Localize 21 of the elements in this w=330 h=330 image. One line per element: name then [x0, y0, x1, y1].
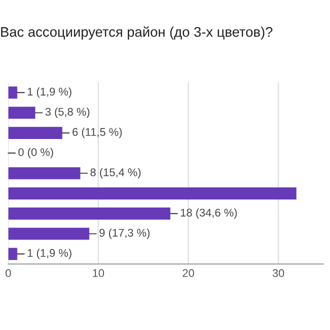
bar: [8, 187, 296, 200]
data-label: 0 (0 %): [18, 148, 54, 158]
x-tick-label: 0: [6, 269, 11, 278]
data-label: 1 (1,9 %): [28, 87, 72, 98]
chart-title: Вас ассоциируется район (до 3-х цветов)?: [1, 26, 272, 40]
bar: [8, 228, 90, 240]
data-label: 18 (34,6 %): [180, 208, 237, 219]
bar: [8, 126, 62, 139]
data-label: 9 (17,3 %): [100, 228, 150, 239]
bar: [8, 167, 80, 180]
bar: [8, 248, 18, 260]
data-label: 1 (1,9 %): [28, 248, 72, 260]
bar: [8, 86, 18, 99]
x-tick-label: 10: [92, 269, 104, 278]
x-tick-label: 20: [182, 269, 194, 278]
data-label: 8 (15,4 %): [90, 168, 141, 178]
data-label: 6 (11,5 %): [72, 128, 122, 138]
bar: [8, 106, 36, 119]
x-tick-label: 30: [272, 269, 284, 278]
data-label: 3 (5,8 %): [45, 108, 90, 118]
bar: [8, 208, 170, 220]
